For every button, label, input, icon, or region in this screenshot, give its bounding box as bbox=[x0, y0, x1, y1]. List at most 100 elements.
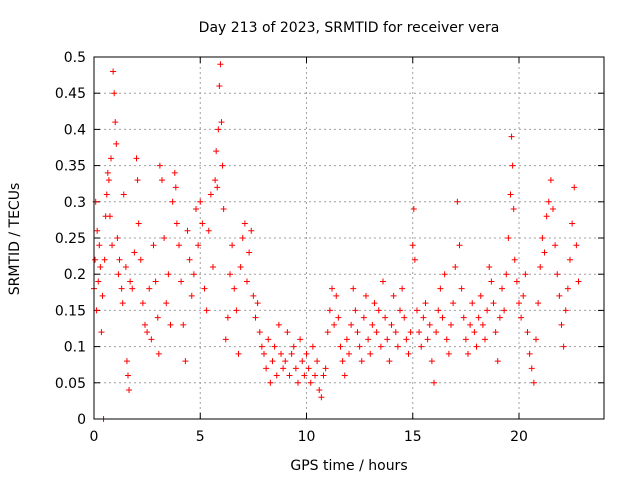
data-point bbox=[99, 292, 106, 299]
y-tick-label: 0.45 bbox=[55, 86, 86, 102]
data-point bbox=[137, 256, 144, 263]
data-point bbox=[112, 119, 119, 126]
data-point bbox=[239, 235, 246, 241]
data-point bbox=[341, 372, 348, 379]
data-point bbox=[314, 358, 321, 365]
data-point bbox=[547, 177, 554, 184]
data-point bbox=[469, 300, 476, 307]
data-point bbox=[120, 191, 127, 198]
data-point bbox=[207, 191, 214, 198]
data-point bbox=[475, 314, 482, 321]
data-point bbox=[203, 307, 210, 314]
data-point bbox=[94, 227, 101, 234]
data-point bbox=[416, 329, 423, 336]
data-point bbox=[518, 314, 525, 321]
data-point bbox=[545, 198, 552, 205]
data-point bbox=[237, 263, 244, 270]
data-point bbox=[173, 220, 180, 227]
data-point bbox=[458, 285, 465, 292]
data-points bbox=[91, 61, 582, 422]
data-point bbox=[431, 379, 437, 386]
data-point bbox=[439, 314, 446, 321]
data-point bbox=[452, 263, 459, 270]
y-axis-label: SRMTID / TECUs bbox=[7, 183, 23, 296]
data-point bbox=[552, 242, 559, 249]
data-point bbox=[326, 307, 333, 314]
data-point bbox=[95, 278, 102, 285]
data-point bbox=[562, 307, 569, 314]
data-point bbox=[148, 336, 155, 343]
data-point bbox=[356, 343, 363, 350]
data-point bbox=[488, 278, 495, 285]
plot-frame bbox=[93, 56, 605, 420]
data-point bbox=[116, 256, 123, 263]
data-point bbox=[155, 350, 162, 357]
data-point bbox=[363, 292, 369, 299]
data-point bbox=[329, 285, 335, 292]
data-point bbox=[380, 278, 386, 285]
data-point bbox=[465, 350, 471, 357]
data-point bbox=[516, 300, 522, 307]
data-point bbox=[377, 343, 384, 350]
data-point bbox=[541, 249, 548, 256]
data-point bbox=[105, 177, 112, 184]
data-point bbox=[350, 285, 357, 292]
data-point bbox=[256, 329, 263, 336]
data-point bbox=[410, 206, 417, 213]
data-point bbox=[486, 263, 493, 270]
data-point bbox=[443, 336, 450, 343]
data-point bbox=[367, 350, 374, 357]
y-tick-label: 0.4 bbox=[64, 122, 86, 138]
data-point bbox=[535, 300, 542, 307]
x-tick-label: 0 bbox=[90, 429, 99, 445]
data-point bbox=[184, 227, 191, 234]
data-point bbox=[154, 314, 161, 321]
data-point bbox=[571, 184, 578, 191]
data-point bbox=[399, 285, 406, 292]
data-point bbox=[324, 329, 331, 336]
data-point bbox=[405, 350, 412, 357]
y-tick-label: 0.1 bbox=[64, 340, 86, 356]
data-point bbox=[477, 292, 484, 299]
data-point bbox=[510, 206, 517, 213]
data-point bbox=[479, 321, 486, 328]
data-point bbox=[214, 184, 221, 191]
data-point bbox=[134, 177, 141, 184]
data-point bbox=[227, 271, 233, 278]
data-point bbox=[435, 307, 442, 314]
data-point bbox=[218, 119, 225, 126]
data-point bbox=[501, 307, 508, 314]
data-point bbox=[113, 140, 120, 147]
data-point bbox=[156, 162, 163, 169]
data-point bbox=[505, 235, 512, 241]
data-point bbox=[195, 242, 202, 249]
data-point bbox=[235, 350, 242, 357]
data-point bbox=[135, 220, 142, 227]
data-point bbox=[307, 379, 314, 386]
data-point bbox=[448, 321, 454, 328]
data-point bbox=[522, 271, 529, 278]
data-point bbox=[528, 365, 535, 372]
data-point bbox=[217, 61, 224, 68]
data-point bbox=[369, 321, 376, 328]
data-point bbox=[127, 278, 134, 285]
data-point bbox=[122, 263, 129, 270]
data-point bbox=[490, 300, 497, 307]
data-point bbox=[92, 256, 99, 263]
data-point bbox=[163, 300, 170, 307]
data-point bbox=[271, 343, 278, 350]
y-tick-label: 0.35 bbox=[55, 159, 86, 175]
data-point bbox=[280, 365, 287, 372]
y-tick-label: 0.3 bbox=[64, 195, 86, 211]
data-point bbox=[216, 82, 223, 89]
data-point bbox=[188, 292, 195, 299]
data-point bbox=[320, 372, 327, 379]
data-point bbox=[407, 329, 414, 336]
data-point bbox=[564, 285, 571, 292]
data-point bbox=[384, 336, 391, 343]
data-point bbox=[278, 350, 284, 357]
data-point bbox=[473, 343, 480, 350]
data-point bbox=[318, 394, 325, 401]
data-point bbox=[119, 300, 126, 307]
